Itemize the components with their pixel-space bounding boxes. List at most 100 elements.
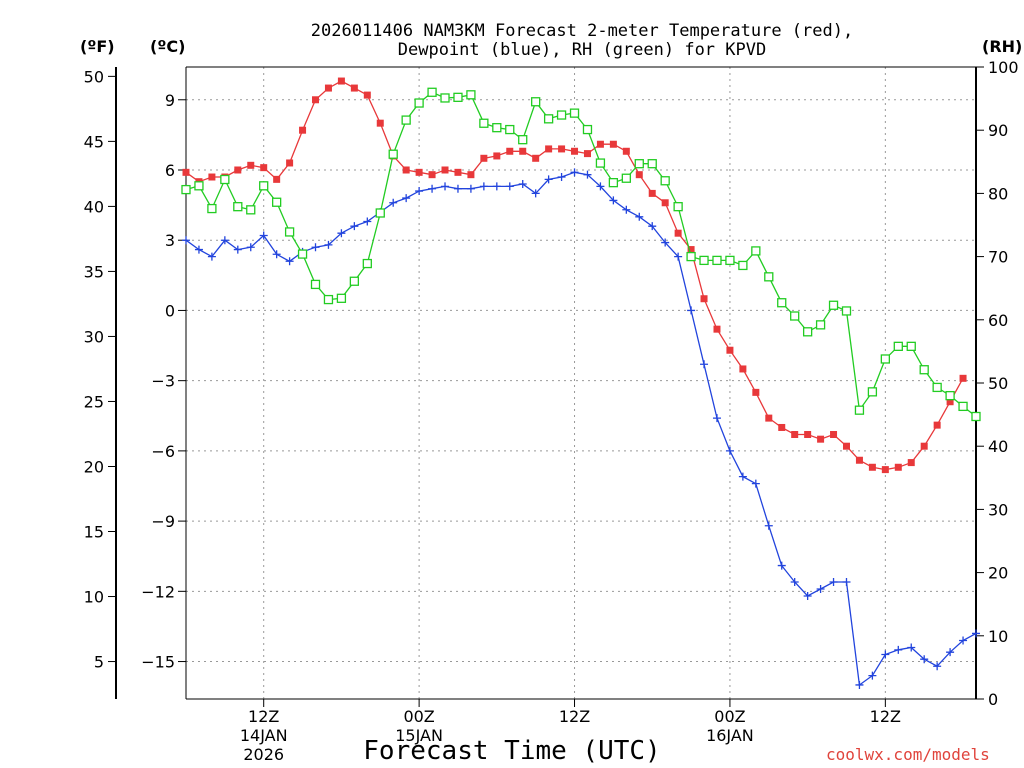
rh-tick-label-2: 80 bbox=[988, 184, 1008, 203]
point-0-32 bbox=[596, 140, 604, 148]
point-2-52 bbox=[854, 405, 865, 415]
point-1-53 bbox=[868, 671, 877, 680]
point-2-9 bbox=[297, 249, 308, 259]
point-1-45 bbox=[764, 521, 773, 530]
point-2-6 bbox=[259, 181, 269, 191]
fahrenheit-tick-label-3: 35 bbox=[84, 262, 104, 281]
rh-tick-label-6: 40 bbox=[988, 437, 1008, 456]
x-tick-label-4: 12Z bbox=[870, 707, 901, 726]
rh-tick-label-8: 20 bbox=[988, 564, 1008, 583]
point-1-33 bbox=[609, 196, 618, 205]
point-2-46 bbox=[777, 298, 787, 308]
series-dewpoint bbox=[182, 168, 980, 689]
point-1-19 bbox=[428, 184, 437, 193]
point-0-12 bbox=[337, 77, 345, 85]
point-2-17 bbox=[401, 115, 411, 125]
point-2-38 bbox=[673, 202, 683, 212]
point-1-56 bbox=[907, 643, 916, 652]
point-2-7 bbox=[272, 197, 282, 207]
point-1-28 bbox=[544, 175, 553, 184]
point-0-19 bbox=[428, 171, 436, 179]
point-1-17 bbox=[402, 194, 411, 203]
point-0-46 bbox=[778, 423, 786, 431]
point-2-28 bbox=[543, 114, 554, 124]
x-tick-year-0: 2026 bbox=[243, 745, 284, 764]
rh-tick-label-4: 60 bbox=[988, 311, 1008, 330]
rh-tick-label-5: 50 bbox=[988, 374, 1008, 393]
celsius-tick-label-4: −3 bbox=[151, 372, 175, 391]
point-2-29 bbox=[556, 110, 567, 120]
series-rh bbox=[181, 87, 981, 422]
point-1-60 bbox=[959, 636, 968, 645]
tick-labels: 50454035302520151059630−3−6−9−12−1510090… bbox=[84, 58, 1019, 764]
point-1-42 bbox=[725, 446, 734, 455]
point-1-41 bbox=[712, 414, 721, 423]
point-1-20 bbox=[441, 182, 450, 191]
x-tick-label-0: 12Z bbox=[248, 707, 279, 726]
point-1-0 bbox=[182, 236, 190, 245]
data-series bbox=[181, 77, 981, 689]
point-0-10 bbox=[312, 96, 320, 104]
point-2-31 bbox=[582, 124, 593, 135]
point-2-15 bbox=[375, 208, 385, 218]
point-1-11 bbox=[324, 240, 333, 249]
series-line-1 bbox=[185, 171, 977, 687]
point-2-42 bbox=[725, 255, 735, 266]
point-0-17 bbox=[402, 166, 410, 174]
point-1-49 bbox=[816, 584, 825, 593]
point-2-14 bbox=[362, 258, 372, 269]
point-0-13 bbox=[350, 84, 358, 92]
point-0-29 bbox=[558, 145, 566, 153]
point-0-54 bbox=[881, 466, 889, 474]
point-1-8 bbox=[285, 257, 294, 266]
point-0-56 bbox=[907, 459, 915, 467]
point-2-36 bbox=[647, 159, 657, 169]
point-2-0 bbox=[181, 184, 191, 195]
point-0-20 bbox=[441, 166, 449, 174]
celsius-tick-label-7: −12 bbox=[141, 582, 175, 601]
point-0-8 bbox=[286, 159, 294, 167]
chart-title-line1: 2026011406 NAM3KM Forecast 2-meter Tempe… bbox=[311, 21, 853, 41]
point-0-28 bbox=[545, 145, 553, 153]
point-2-48 bbox=[802, 327, 813, 337]
point-0-37 bbox=[661, 199, 669, 207]
point-1-43 bbox=[738, 472, 747, 481]
x-axis-label: Forecast Time (UTC) bbox=[363, 736, 660, 766]
point-0-11 bbox=[324, 84, 332, 92]
point-2-49 bbox=[815, 320, 826, 330]
point-1-38 bbox=[674, 252, 683, 261]
point-1-2 bbox=[207, 252, 216, 261]
point-2-16 bbox=[388, 149, 398, 159]
fahrenheit-tick-label-4: 30 bbox=[84, 327, 104, 346]
point-1-18 bbox=[415, 187, 424, 196]
point-0-4 bbox=[234, 166, 242, 174]
point-2-34 bbox=[621, 173, 631, 183]
point-2-61 bbox=[971, 411, 981, 422]
point-2-10 bbox=[310, 279, 321, 290]
point-0-15 bbox=[376, 119, 384, 127]
point-1-16 bbox=[389, 198, 398, 207]
fahrenheit-tick-label-8: 10 bbox=[84, 588, 104, 607]
point-0-36 bbox=[648, 189, 656, 197]
point-1-22 bbox=[466, 184, 475, 193]
celsius-tick-label-8: −15 bbox=[141, 653, 175, 672]
point-2-23 bbox=[479, 118, 489, 128]
point-2-35 bbox=[634, 159, 644, 169]
point-0-58 bbox=[933, 421, 941, 429]
point-2-4 bbox=[233, 202, 243, 212]
point-2-44 bbox=[751, 246, 761, 256]
point-1-35 bbox=[635, 212, 644, 221]
point-2-8 bbox=[284, 227, 295, 237]
axes bbox=[108, 66, 984, 707]
point-2-45 bbox=[764, 272, 774, 282]
point-2-56 bbox=[906, 341, 916, 351]
point-1-29 bbox=[557, 173, 566, 182]
point-0-44 bbox=[752, 388, 760, 396]
point-0-57 bbox=[920, 442, 928, 450]
fahrenheit-unit-label: (ºF) bbox=[80, 37, 115, 56]
point-2-2 bbox=[207, 203, 217, 214]
point-0-42 bbox=[726, 346, 734, 354]
fahrenheit-tick-label-1: 45 bbox=[84, 132, 104, 151]
point-2-51 bbox=[841, 306, 852, 316]
point-1-12 bbox=[337, 229, 346, 238]
